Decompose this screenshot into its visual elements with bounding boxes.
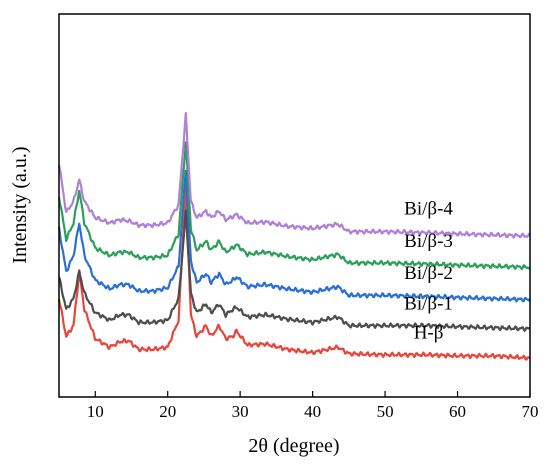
plot-frame: [58, 13, 531, 398]
x-tick-label-5: 60: [449, 402, 466, 421]
series-label-3: Bi/β-3: [404, 231, 453, 252]
series-label-2: Bi/β-2: [404, 263, 453, 284]
x-axis-label: 2θ (degree): [248, 435, 339, 457]
series-labels: H-β Bi/β-1 Bi/β-2 Bi/β-3 Bi/β-4: [404, 198, 453, 343]
series-line-0: [57, 183, 531, 361]
y-axis-label: Intensity (a.u.): [9, 146, 31, 263]
x-tick-label-0: 10: [87, 402, 104, 421]
series-line-2: [57, 169, 531, 303]
x-tick-label-6: 70: [522, 402, 539, 421]
x-tick-label-1: 20: [159, 402, 176, 421]
series-label-1: Bi/β-1: [404, 293, 453, 314]
series-line-4: [57, 112, 532, 239]
series-line-1: [57, 209, 531, 332]
series-label-0: H-β: [414, 323, 444, 344]
x-axis-ticks: 10 20 30 40 50 60 70: [87, 391, 539, 421]
series-label-4: Bi/β-4: [404, 198, 453, 219]
x-tick-label-3: 40: [304, 402, 321, 421]
x-tick-label-2: 30: [232, 402, 249, 421]
plot-area: [57, 112, 532, 361]
x-tick-label-4: 50: [377, 402, 394, 421]
series-line-3: [57, 141, 531, 271]
